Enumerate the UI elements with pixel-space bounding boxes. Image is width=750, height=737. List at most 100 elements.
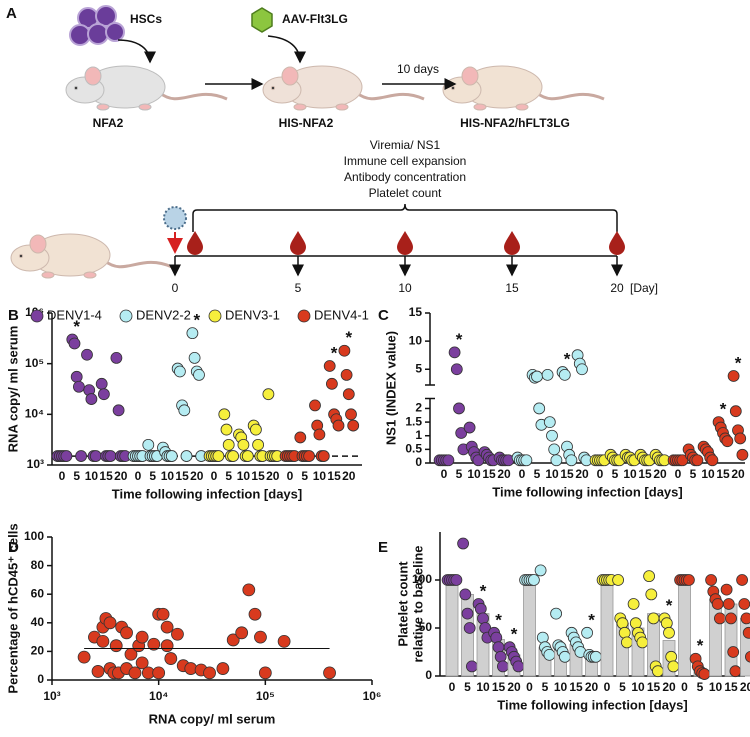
data-point (450, 363, 463, 376)
data-point (227, 450, 240, 462)
data-point (465, 660, 478, 673)
x-tick-label: 15 (569, 680, 583, 694)
x-tick-label: 5 (542, 680, 549, 694)
legend-marker (30, 309, 44, 323)
data-point (706, 454, 719, 467)
data-point (178, 404, 191, 417)
data-point (212, 450, 225, 462)
timeline-arrows (169, 256, 623, 277)
hsc-label: HSCs (130, 12, 162, 26)
data-point (457, 537, 470, 550)
x-tick-label: 20 (507, 680, 521, 694)
data-point (203, 666, 216, 680)
mouse-label: HIS-NFA2 (279, 116, 334, 130)
x-tick-label: 10 (237, 469, 251, 483)
data-point (660, 617, 673, 630)
bar (678, 579, 691, 677)
x-tick-label: 5 (619, 680, 626, 694)
data-point (729, 405, 742, 418)
significance-mark: * (495, 610, 502, 629)
data-point (691, 454, 704, 467)
data-point (474, 602, 487, 615)
data-point (738, 598, 750, 610)
y-axis-title: relative to baseline (410, 545, 425, 662)
data-point (736, 448, 749, 461)
data-point (477, 612, 489, 625)
data-point (325, 377, 338, 390)
data-point (531, 370, 543, 383)
data-point (616, 617, 629, 630)
x-tick-label: 0 (604, 680, 611, 694)
panel-label: D (8, 539, 19, 556)
significance-mark: * (345, 328, 352, 347)
readout: Platelet count (369, 186, 442, 200)
y-tick-label: 1 (415, 428, 422, 442)
data-point (164, 652, 178, 665)
data-point (618, 626, 631, 639)
data-point (461, 607, 474, 620)
day-label: 10 (398, 281, 412, 295)
data-point (220, 423, 233, 436)
significance-mark: * (735, 353, 742, 372)
x-tick-label: 20 (585, 680, 599, 694)
x-tick-label: 0 (287, 469, 294, 483)
data-point (128, 666, 142, 680)
x-tick-label: 15 (482, 467, 496, 481)
data-point (543, 416, 556, 428)
data-point (171, 627, 184, 641)
x-tick-label: 10 (554, 680, 568, 694)
data-point (453, 402, 465, 415)
data-point (332, 419, 345, 432)
data-point (645, 588, 658, 601)
x-tick-label: 10 (161, 469, 175, 483)
x-tick-label: 20 (662, 680, 676, 694)
data-point (711, 598, 724, 610)
day-label: 15 (505, 281, 519, 295)
x-tick-label: 15 (99, 469, 113, 483)
panel-label: E (378, 539, 388, 556)
y-axis-title: NS1 (INDEX value) (383, 331, 398, 445)
data-point (110, 351, 123, 364)
y-tick-label: 5 (415, 361, 422, 375)
x-tick-label: 5 (73, 469, 80, 483)
data-point (338, 344, 351, 357)
data-point (109, 639, 123, 653)
x-tick-label: 0 (675, 467, 682, 481)
data-point (546, 429, 558, 442)
data-point (541, 368, 554, 381)
data-point (736, 574, 748, 586)
data-point (249, 423, 262, 436)
significance-mark: * (456, 330, 463, 349)
panel-label: A (6, 5, 17, 22)
x-tick-label: 5 (697, 680, 704, 694)
data-point (68, 337, 81, 350)
x-tick-label: 0 (135, 469, 142, 483)
significance-mark: * (666, 596, 673, 615)
data-point (463, 622, 476, 634)
data-point (323, 666, 336, 680)
x-tick-label: 10 (85, 469, 99, 483)
data-point (242, 583, 256, 597)
data-point (73, 380, 85, 393)
data-point (218, 408, 231, 421)
data-point (77, 650, 91, 664)
significance-mark: * (720, 400, 727, 419)
data-point (576, 363, 588, 376)
data-point (216, 662, 230, 675)
x-tick-label: 10 (701, 467, 715, 481)
y-tick-label: 0 (415, 455, 422, 469)
data-point (104, 450, 117, 462)
data-point (533, 402, 546, 415)
x-tick-label: 15 (560, 467, 574, 481)
data-point (152, 666, 166, 680)
data-point (496, 660, 509, 673)
data-point (262, 388, 275, 401)
mouse (9, 232, 174, 280)
data-point (463, 421, 476, 434)
x-tick-label: 0 (59, 469, 66, 483)
data-point (160, 639, 174, 653)
data-point (643, 570, 655, 583)
x-tick-label: 15 (327, 469, 341, 483)
y-axis-title: Percentage of hCD45⁺ cells (5, 523, 20, 693)
data-point (340, 369, 353, 381)
